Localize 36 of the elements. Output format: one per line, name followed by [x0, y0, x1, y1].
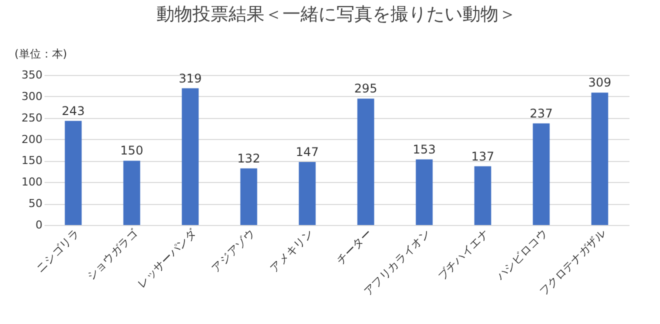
- data-label: 132: [237, 151, 260, 166]
- bar: [591, 92, 608, 225]
- x-tick-label: チーター: [334, 226, 374, 268]
- y-tick-label: 50: [28, 197, 42, 210]
- data-label: 309: [588, 76, 612, 90]
- data-label: 137: [471, 149, 494, 164]
- x-tick-label: アジアゾウ: [209, 226, 258, 275]
- bar: [240, 168, 258, 225]
- x-tick-label: ハシビロコウ: [493, 226, 550, 284]
- x-tick-label: アメキリン: [268, 226, 316, 275]
- data-label: 237: [530, 106, 553, 120]
- bar: [182, 88, 199, 225]
- data-label: 243: [62, 104, 85, 118]
- data-label: 153: [412, 142, 436, 156]
- bar: [357, 98, 374, 225]
- y-tick-label: 0: [36, 218, 42, 232]
- y-tick-label: 100: [22, 176, 42, 189]
- y-tick-label: 350: [22, 68, 42, 82]
- y-tick-label: 250: [22, 111, 42, 124]
- bar: [532, 123, 550, 225]
- data-label: 295: [354, 82, 378, 96]
- bar: [474, 166, 492, 225]
- x-tick-label: ショウガラゴ: [84, 226, 141, 283]
- data-label: 147: [296, 145, 319, 159]
- data-label: 319: [178, 71, 202, 86]
- y-axis-title: (単位：本): [14, 48, 68, 60]
- x-tick-label: ブチハイエナ: [435, 226, 492, 283]
- bar: [64, 120, 82, 225]
- y-tick-label: 200: [22, 132, 42, 146]
- bar: [123, 160, 140, 225]
- y-tick-label: 300: [22, 90, 42, 103]
- bar: [298, 162, 316, 225]
- chart-title: 動物投票結果＜一緒に写真を撮りたい動物＞: [156, 4, 516, 25]
- y-tick-label: 150: [22, 154, 42, 168]
- bar: [416, 159, 433, 225]
- data-label: 150: [120, 144, 144, 158]
